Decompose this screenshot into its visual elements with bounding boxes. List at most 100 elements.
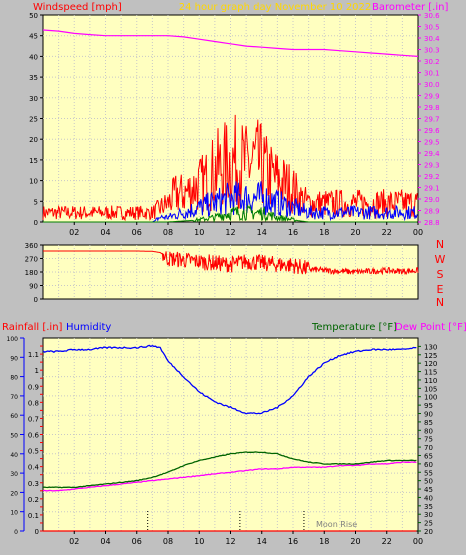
compass-label-s: S [437,268,444,281]
barometer-tick-label: 29.5 [424,139,440,147]
compass-label-w: W [435,253,446,266]
barometer-tick-label: 29.8 [424,104,440,112]
rainfall-tick-label: 0.1 [28,512,39,520]
barometer-line [42,29,419,57]
barometer-tick-label: 29.6 [424,127,440,135]
humidity-tick-label: 100 [7,336,19,343]
temp-xtick-label: 20 [350,537,360,546]
temperature-axis-title: Temperature [°F] [311,322,397,333]
compass-label-n-bottom: N [436,296,444,309]
temperature-tick-label: 80 [424,427,433,435]
temp-xtick-label: 04 [100,537,110,546]
wind-direction-axes: 0 90 180 270 360 [25,242,43,304]
windspeed-tick-label: 10 [29,178,38,186]
moon-rise-label: Moon Rise [316,520,357,529]
temp-xtick-label: 22 [382,537,392,546]
temp-xtick-label: 18 [319,537,329,546]
wind-xtick-label: 04 [100,228,110,237]
wind-xtick-label: 22 [382,228,392,237]
temp-xtick-label: 02 [69,537,79,546]
humidity-axis-title: Humidity [66,322,111,333]
barometer-tick-label: 29.2 [424,173,440,181]
humidity-tick-label: 70 [10,394,18,401]
temperature-tick-label: 70 [424,444,433,452]
windspeed-tick-label: 30 [29,95,38,103]
windspeed-tick-label: 45 [29,33,38,41]
windspeed-tick-label: 25 [29,116,38,124]
windspeed-tick-label: 35 [29,74,38,82]
temp-xtick-label: 12 [225,537,235,546]
compass-label-n-top: N [436,238,444,251]
barometer-tick-label: 29.7 [424,116,440,124]
windspeed-tick-label: 40 [29,53,38,61]
barometer-tick-label: 28.8 [424,219,440,227]
rainfall-tick-label: 0.3 [28,480,39,488]
wind-barometer-axes: 02 04 06 08 10 12 14 16 18 20 22 000510152025303540… [29,12,440,237]
temperature-tick-label: 50 [424,478,433,486]
temperature-tick-label: 100 [424,394,437,402]
rainfall-tick-label: 0 [35,528,39,536]
temperature-tick-label: 60 [424,461,433,469]
dewpoint-line [42,461,417,492]
barometer-tick-label: 30.6 [424,12,440,20]
barometer-tick-label: 29.4 [424,150,440,158]
barometer-tick-label: 29.3 [424,162,440,170]
temperature-tick-label: 95 [424,402,433,410]
humidity-tick-label: 20 [10,490,18,497]
barometer-tick-label: 30.0 [424,81,440,89]
humidity-tick-label: 60 [10,413,18,420]
temp-xtick-label: 10 [194,537,204,546]
rainfall-tick-label: 1.1 [28,351,39,359]
temperature-tick-label: 85 [424,419,433,427]
temperature-tick-label: 125 [424,352,437,360]
windspeed-axis-title: Windspeed [mph] [33,2,122,13]
wind-xtick-label: 10 [194,228,204,237]
temp-xtick-label: 08 [163,537,173,546]
temp-xtick-label: 00 [413,537,423,546]
humidity-tick-label: 50 [10,433,18,440]
temperature-tick-label: 55 [424,469,433,477]
temperature-tick-label: 35 [424,503,433,511]
barometer-tick-label: 30.5 [424,24,440,32]
humidity-tick-label: 30 [10,471,18,478]
wind-xtick-label: 14 [257,228,267,237]
wind-xtick-label: 20 [350,228,360,237]
rainfall-tick-label: 0.4 [28,464,40,472]
wind-direction-grid [43,245,418,299]
direction-tick-label: 90 [29,283,38,291]
temperature-line [42,451,417,489]
temperature-tick-label: 40 [424,494,433,502]
temperature-tick-label: 110 [424,377,437,385]
barometer-tick-label: 30.3 [424,47,440,55]
temp-xtick-label: 06 [132,537,142,546]
windspeed-tick-label: 50 [29,12,38,20]
temperature-tick-label: 120 [424,360,437,368]
compass-label-e: E [437,283,444,296]
rainfall-tick-label: 0.5 [28,448,39,456]
barometer-tick-label: 28.9 [424,208,440,216]
direction-tick-label: 270 [25,256,38,264]
rainfall-tick-label: 0.2 [28,496,39,504]
windspeed-tick-label: 5 [34,198,38,206]
wind-xtick-label: 18 [319,228,329,237]
wind-direction-line [43,250,419,276]
temperature-tick-label: 65 [424,452,433,460]
humidity-tick-label: 90 [10,355,18,362]
barometer-tick-label: 30.2 [424,58,440,66]
temperature-tick-label: 90 [424,411,433,419]
wind-direction-series [43,250,419,276]
wind-gust-line [42,114,418,222]
temperature-tick-label: 115 [424,369,437,377]
rainfall-tick-label: 0.6 [28,432,40,440]
humidity-tick-label: 80 [10,375,18,382]
barometer-tick-label: 29.1 [424,185,440,193]
temperature-tick-label: 25 [424,520,433,528]
temperature-tick-label: 105 [424,385,437,393]
temperature-tick-label: 45 [424,486,433,494]
temperature-tick-label: 130 [424,343,437,351]
windspeed-tick-label: 20 [29,136,38,144]
direction-tick-label: 0 [34,296,38,304]
barometer-tick-label: 30.4 [424,35,440,43]
wind-xtick-label: 08 [163,228,173,237]
